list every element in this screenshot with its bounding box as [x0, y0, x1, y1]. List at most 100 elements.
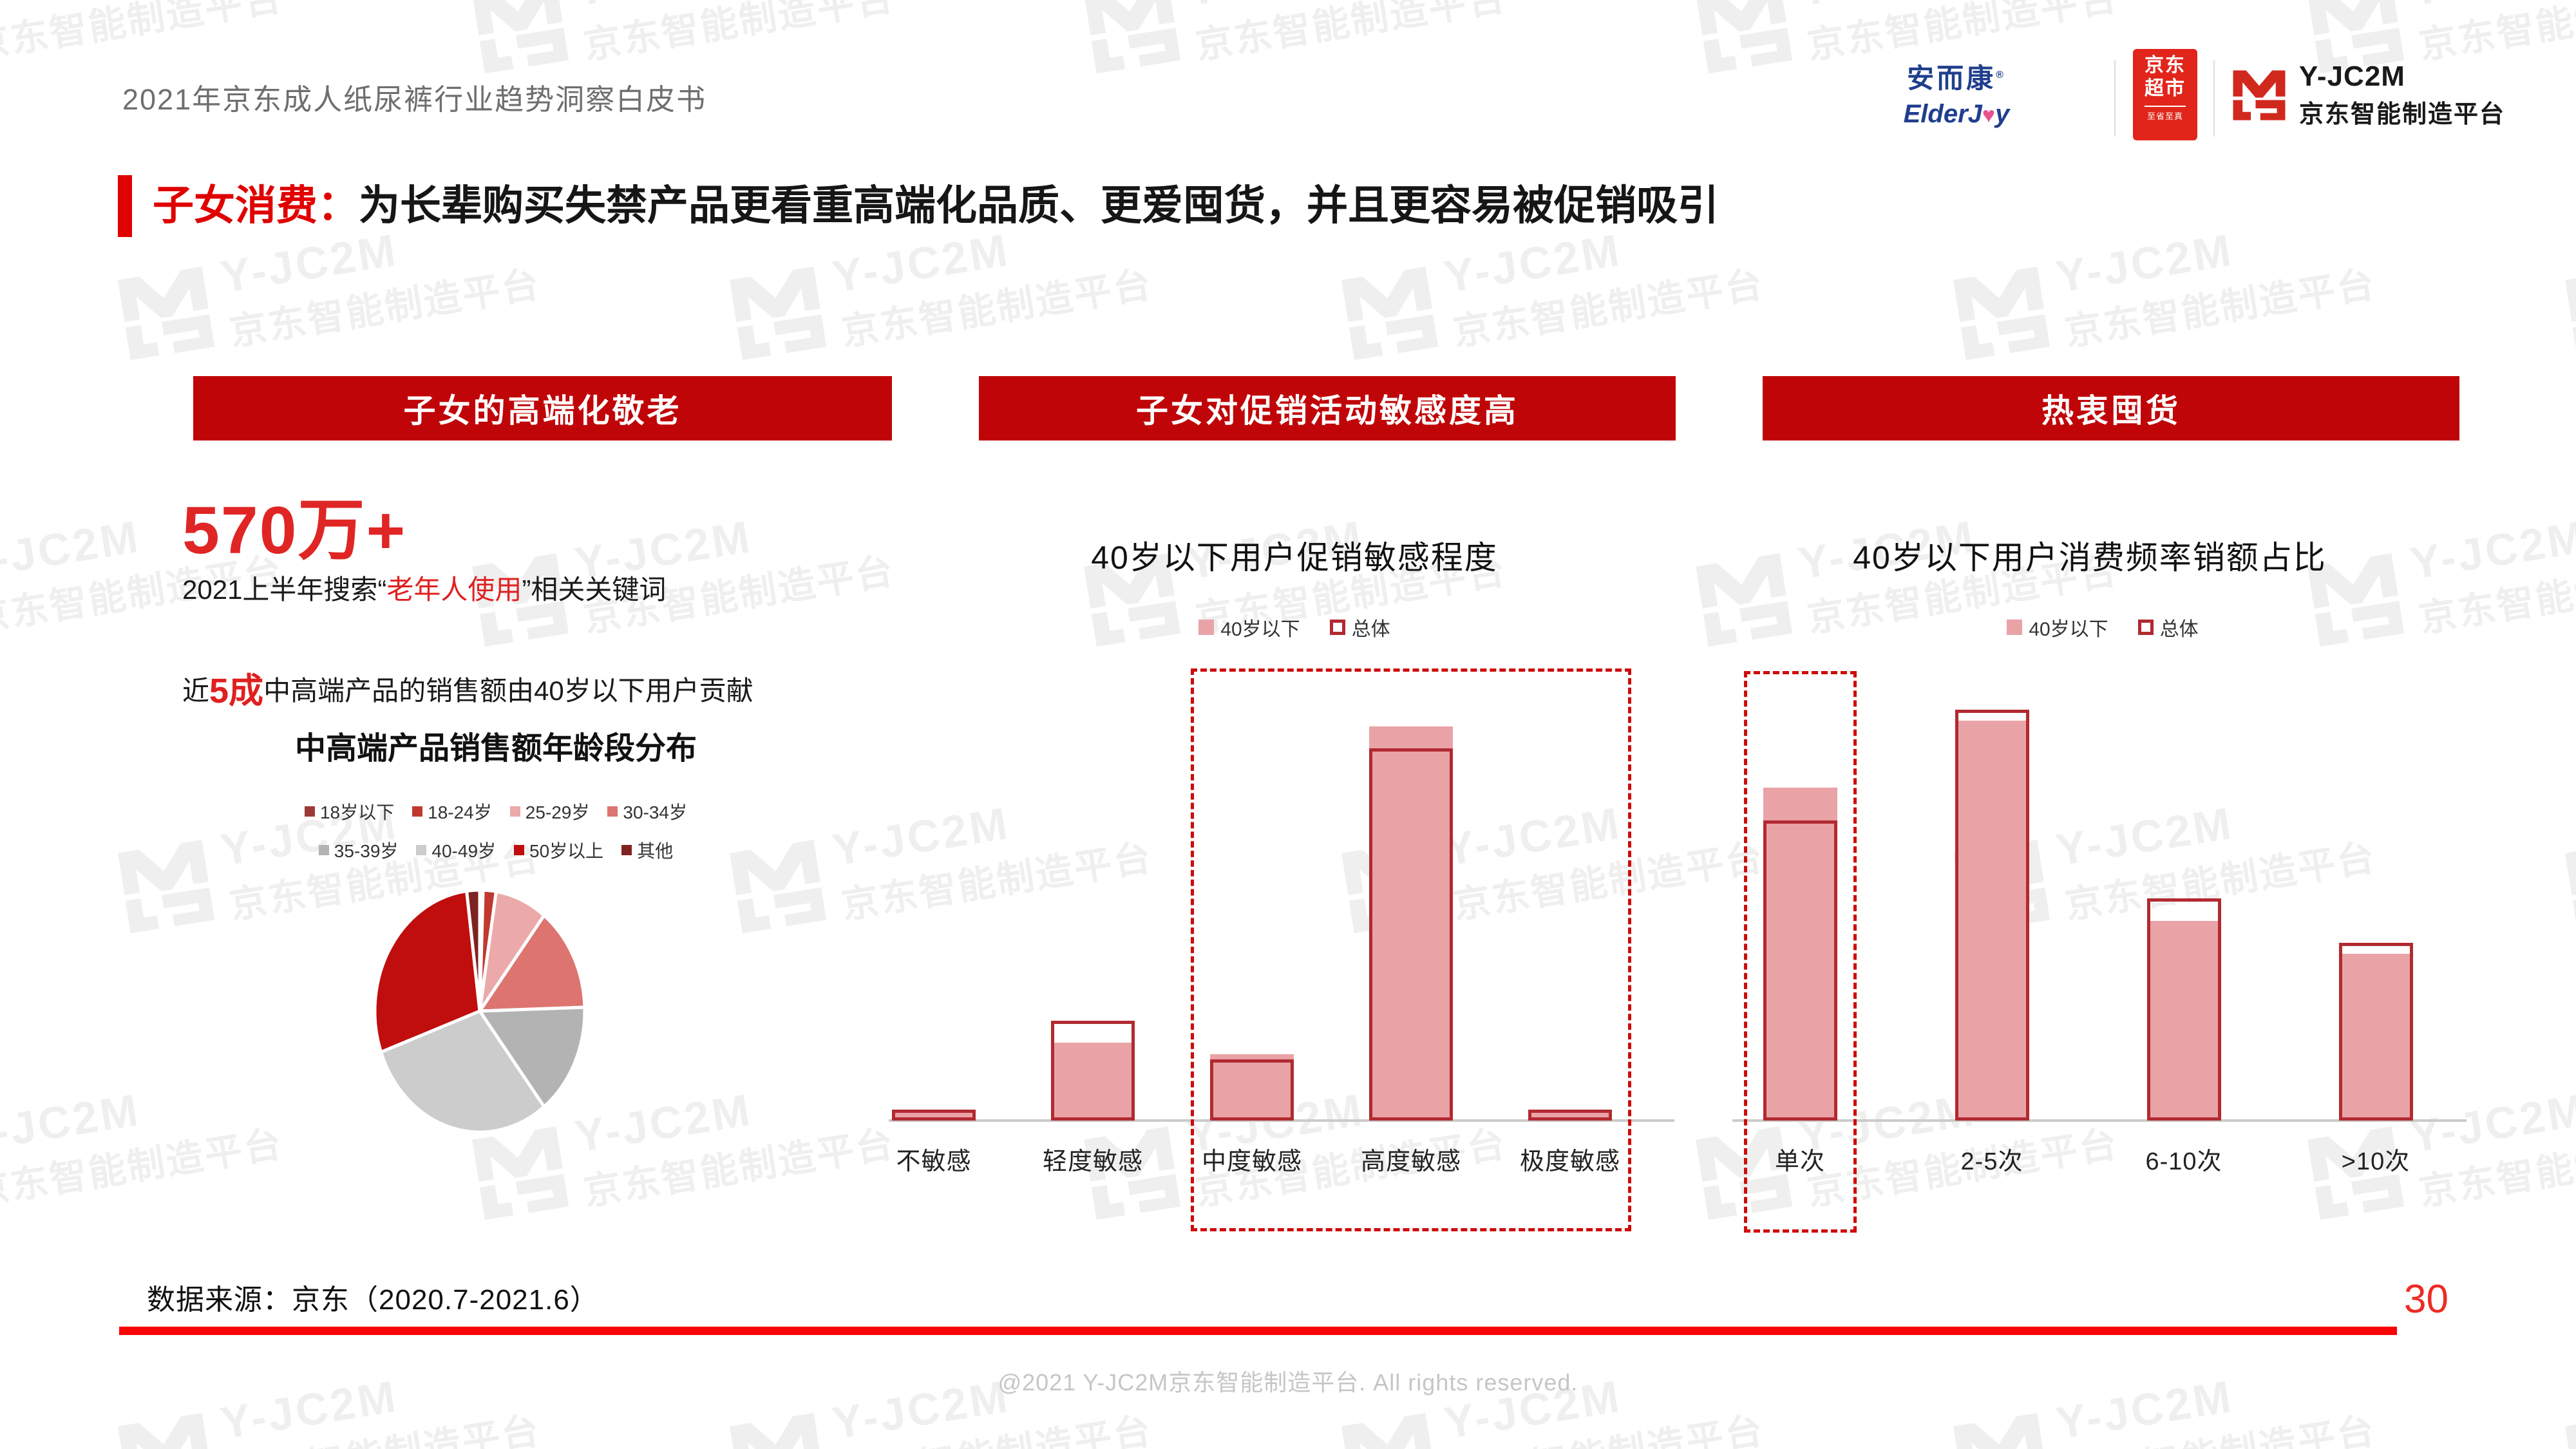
- watermark-brand: Y-JC2M: [0, 1084, 144, 1162]
- jc2m-name: Y-JC2M: [2299, 61, 2405, 92]
- jd-logo-line2: 超市: [2145, 78, 2186, 99]
- search-keyword-line: 2021上半年搜索“老年人使用”相关关键词: [182, 568, 666, 607]
- registered-mark-icon: ®: [1996, 70, 2006, 80]
- pie-slice-30-34岁: [478, 914, 587, 1013]
- background-watermark: Y-JC2M京东智能制造平台: [2557, 1349, 2576, 1449]
- watermark-brand-cn: 京东智能制造平台: [2061, 1400, 2380, 1449]
- watermark-brand-cn: 京东智能制造平台: [227, 263, 544, 354]
- x-axis-line: [1732, 1119, 2467, 1122]
- pie-legend-label: 30-34岁: [623, 802, 688, 822]
- page-number: 30: [2404, 1277, 2448, 1321]
- pie-legend-row: 35-39岁 40-49岁 50岁以上 其他: [174, 837, 818, 863]
- watermark-brand-cn: 京东智能制造平台: [2416, 549, 2576, 641]
- bar-outline-极度敏感: [1528, 1109, 1612, 1121]
- elderjoy-en-wordmark: ElderJ♥y: [1899, 100, 2014, 129]
- category-label: 2-5次: [1960, 1148, 2023, 1175]
- pie-legend-item: 35-39岁: [318, 837, 399, 863]
- watermark-brand: Y-JC2M: [2052, 224, 2237, 303]
- search-line-highlight: 老年人使用: [386, 574, 522, 605]
- watermark-brand-cn: 京东智能制造平台: [581, 0, 898, 68]
- contrib-line-pre: 近: [182, 676, 210, 706]
- logo-divider: [2114, 61, 2116, 137]
- bar-legend-item: 总体: [2137, 613, 2199, 641]
- page-title-prefix: 子女消费：: [153, 182, 359, 229]
- doc-title: 2021年京东成人纸尿裤行业趋势洞察白皮书: [122, 83, 707, 116]
- watermark-brand: Y-JC2M: [2407, 0, 2576, 16]
- category-label: 单次: [1774, 1148, 1825, 1175]
- bar-outline-轻度敏感: [1051, 1020, 1135, 1121]
- watermark-brand-cn: 京东智能制造平台: [2062, 263, 2380, 354]
- bar-fill-单次: [1763, 787, 1837, 1121]
- bar-legend-item: 40岁以下: [1198, 613, 1300, 641]
- pie-slice-其他: [465, 888, 482, 1013]
- footer-red-line: [119, 1327, 2397, 1335]
- legend-swatch-icon: [304, 806, 315, 817]
- pie-legend-label: 35-39岁: [334, 841, 399, 861]
- pie-legend-item: 30-34岁: [607, 799, 687, 824]
- bar-legend-label: 40岁以下: [1220, 619, 1300, 640]
- legend-swatch-icon: [514, 845, 525, 855]
- bar-outline-6-10次: [2146, 898, 2221, 1121]
- logo-divider: [2213, 61, 2215, 137]
- page-title-text: 为长辈购买失禁产品更看重高端化品质、更爱囤货，并且更容易被促销吸引: [359, 182, 1719, 229]
- bar-fill->10次: [2338, 954, 2413, 1121]
- bar-chart-title-promo: 40岁以下用户促销敏感程度: [1091, 540, 1498, 576]
- background-watermark: Y-JC2M京东智能制造平台: [1076, 0, 1510, 86]
- contribution-line: 近5成中高端产品的销售额由40岁以下用户贡献: [182, 662, 753, 713]
- category-label: 6-10次: [2145, 1148, 2222, 1175]
- jd-logo-line1: 京东: [2145, 55, 2186, 76]
- watermark-brand: Y-JC2M: [571, 0, 890, 16]
- legend-swatch-icon: [2007, 620, 2023, 635]
- category-label: 中度敏感: [1201, 1148, 1302, 1175]
- legend-swatch-icon: [607, 806, 618, 817]
- jc2m-mark-icon: [2230, 66, 2289, 125]
- heart-icon: ♥: [1982, 103, 1996, 128]
- bar-chart-legend: 40岁以下 总体: [972, 613, 1616, 641]
- pie-legend-item: 50岁以上: [514, 837, 603, 863]
- bar-fill-轻度敏感: [1051, 1043, 1135, 1121]
- bar-legend-item: 40岁以下: [2007, 613, 2108, 641]
- watermark-brand-cn: 京东智能制造平台: [0, 1122, 287, 1214]
- legend-swatch-icon: [621, 845, 632, 855]
- big-stat-number: 570万+: [182, 493, 407, 568]
- elderjoy-en-right: y: [1995, 100, 2010, 128]
- copyright-note: @2021 Y-JC2M京东智能制造平台. All rights reserve…: [998, 1369, 1578, 1396]
- pie-legend-row: 18岁以下 18-24岁 25-29岁 30-34岁: [174, 799, 818, 824]
- background-watermark: Y-JC2M京东智能制造平台: [2557, 203, 2576, 374]
- bar-outline-高度敏感: [1369, 748, 1453, 1121]
- contrib-line-highlight: 5成: [209, 672, 264, 710]
- watermark-brand: Y-JC2M: [1795, 0, 2114, 16]
- background-watermark: Y-JC2M京东智能制造平台: [1946, 1349, 2380, 1449]
- pie-legend-label: 18-24岁: [428, 802, 492, 822]
- pie-slice-35-39岁: [478, 1005, 587, 1108]
- pie-chart-title: 中高端产品销售额年龄段分布: [294, 732, 697, 766]
- watermark-brand: Y-JC2M: [2052, 1370, 2237, 1449]
- legend-swatch-icon: [1198, 620, 1215, 635]
- legend-swatch-icon: [2137, 620, 2154, 635]
- bar-chart-legend: 40岁以下 总体: [1781, 613, 2425, 641]
- pie-legend-item: 18岁以下: [304, 799, 395, 824]
- x-axis-line: [889, 1119, 1674, 1122]
- bar-chart-title-frequency: 40岁以下用户消费频率销额占比: [1853, 540, 2327, 576]
- category-label: 轻度敏感: [1042, 1148, 1143, 1175]
- pie-legend-label: 18岁以下: [319, 802, 395, 822]
- elderjoy-logo: 安而康® ElderJ♥y: [1899, 57, 2014, 129]
- pie-legend-label: 40-49岁: [431, 841, 497, 861]
- bar-outline->10次: [2338, 943, 2413, 1121]
- background-watermark: Y-JC2M京东智能制造平台: [0, 0, 287, 86]
- category-label: 极度敏感: [1519, 1148, 1620, 1175]
- pie-legend-label: 50岁以上: [529, 841, 604, 861]
- bar-fill-2-5次: [1955, 721, 2029, 1121]
- headline-accent-bar: [118, 175, 132, 237]
- watermark-brand: Y-JC2M: [1183, 0, 1502, 16]
- watermark-brand: Y-JC2M: [2052, 797, 2237, 876]
- pie-legend-label: 25-29岁: [525, 802, 590, 822]
- bar-fill-高度敏感: [1369, 726, 1453, 1121]
- watermark-brand: Y-JC2M: [0, 0, 278, 16]
- pie-slice-50岁以上: [373, 889, 482, 1054]
- bar-outline-中度敏感: [1210, 1059, 1294, 1121]
- watermark-brand-cn: 京东智能制造平台: [837, 1400, 1156, 1449]
- category-label: 高度敏感: [1360, 1148, 1461, 1175]
